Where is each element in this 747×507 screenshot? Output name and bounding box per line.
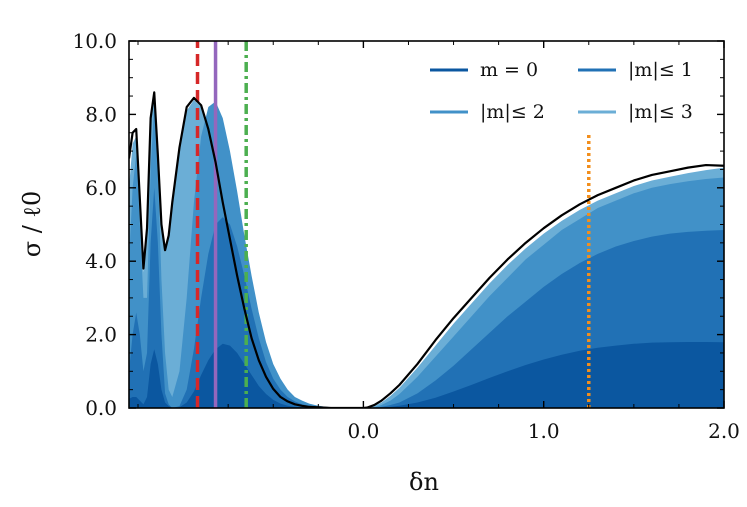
y-tick-label: 0.0	[85, 396, 117, 420]
y-tick-label: 8.0	[85, 102, 117, 126]
x-axis-label: δn	[409, 468, 439, 496]
y-tick-label: 4.0	[85, 249, 117, 273]
area-series-0	[129, 341, 724, 408]
legend-label: |m|≤ 1	[628, 59, 693, 81]
y-tick-label: 10.0	[72, 29, 117, 53]
legend-label: |m|≤ 3	[628, 101, 693, 123]
y-axis-label: σ / ℓ0	[18, 191, 46, 258]
x-tick-label: 0.0	[347, 419, 379, 443]
y-tick-label: 2.0	[85, 323, 117, 347]
total-curve	[129, 91, 724, 408]
legend-label: m = 0	[480, 59, 538, 81]
y-tick-label: 6.0	[85, 176, 117, 200]
x-tick-label: 2.0	[708, 419, 740, 443]
legend-label: |m|≤ 2	[480, 101, 545, 123]
x-tick-label: 1.0	[528, 419, 560, 443]
